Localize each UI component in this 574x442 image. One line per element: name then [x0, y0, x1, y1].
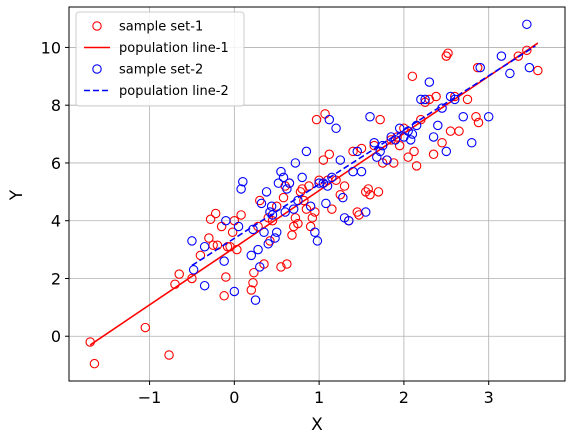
data-point	[321, 110, 329, 118]
data-point	[438, 139, 446, 147]
data-point	[340, 182, 348, 190]
data-point	[257, 199, 265, 207]
data-point	[406, 136, 414, 144]
data-point	[425, 78, 433, 86]
data-point	[442, 147, 450, 155]
data-point	[459, 113, 467, 121]
data-point	[362, 208, 370, 216]
data-point	[247, 251, 255, 259]
data-point	[366, 113, 374, 121]
data-point	[220, 292, 228, 300]
data-point	[410, 147, 418, 155]
legend-label: sample set-1	[119, 20, 203, 35]
y-axis: 0 2 4 6 8 10	[41, 38, 69, 346]
data-point	[395, 141, 403, 149]
data-point	[260, 228, 268, 236]
data-point	[305, 182, 313, 190]
legend-label: population line-2	[119, 84, 229, 99]
data-point	[189, 266, 197, 274]
y-axis-label: Y	[7, 189, 27, 201]
data-point	[374, 188, 382, 196]
y-tick-label: 10	[41, 38, 61, 57]
x-tick-label: 2	[399, 388, 409, 407]
data-point	[251, 296, 259, 304]
data-point	[175, 270, 183, 278]
data-point	[141, 323, 149, 331]
legend: sample set-1 population line-1 sample set-…	[76, 12, 244, 106]
y-tick-label: 8	[51, 96, 61, 115]
data-point	[357, 167, 365, 175]
data-point	[90, 359, 98, 367]
data-point	[188, 237, 196, 245]
data-point	[237, 211, 245, 219]
data-point	[267, 202, 275, 210]
data-point	[200, 243, 208, 251]
data-point	[446, 127, 454, 135]
data-point	[444, 49, 452, 57]
data-point	[306, 222, 314, 230]
y-tick-label: 4	[51, 212, 61, 231]
data-point	[311, 228, 319, 236]
data-point	[429, 150, 437, 158]
data-point	[322, 199, 330, 207]
data-point	[497, 52, 505, 60]
data-point	[222, 273, 230, 281]
data-point	[429, 133, 437, 141]
data-point	[298, 173, 306, 181]
data-point	[534, 66, 542, 74]
data-point	[523, 20, 531, 28]
y-tick-label: 2	[51, 269, 61, 288]
y-tick-label: 6	[51, 154, 61, 173]
data-point	[206, 215, 214, 223]
data-point	[432, 92, 440, 100]
legend-label: sample set-2	[119, 63, 203, 78]
data-point	[325, 150, 333, 158]
data-point	[455, 127, 463, 135]
data-point	[264, 240, 272, 248]
data-point	[165, 351, 173, 359]
data-point	[434, 121, 442, 129]
data-point	[302, 147, 310, 155]
data-point	[273, 228, 281, 236]
x-tick-label: −1	[138, 388, 162, 407]
data-point	[274, 179, 282, 187]
data-point	[279, 193, 287, 201]
data-point	[211, 209, 219, 217]
data-point	[349, 167, 357, 175]
data-point	[313, 237, 321, 245]
x-tick-label: 0	[229, 388, 239, 407]
data-point	[220, 257, 228, 265]
x-axis: −1 0 1 2 3	[138, 381, 494, 407]
data-point	[288, 231, 296, 239]
x-axis-label: X	[311, 415, 323, 435]
data-point	[463, 95, 471, 103]
data-point	[408, 72, 416, 80]
data-point	[254, 245, 262, 253]
data-point	[200, 281, 208, 289]
y-tick-label: 0	[51, 327, 61, 346]
data-point	[376, 115, 384, 123]
data-point	[332, 124, 340, 132]
data-point	[468, 139, 476, 147]
data-point	[217, 222, 225, 230]
data-point	[234, 222, 242, 230]
data-point	[525, 63, 533, 71]
data-point	[506, 69, 514, 77]
data-point	[325, 115, 333, 123]
data-point	[262, 188, 270, 196]
x-tick-label: 3	[484, 388, 494, 407]
legend-label: population line-1	[119, 41, 229, 56]
data-point	[271, 234, 279, 242]
x-tick-label: 1	[314, 388, 324, 407]
